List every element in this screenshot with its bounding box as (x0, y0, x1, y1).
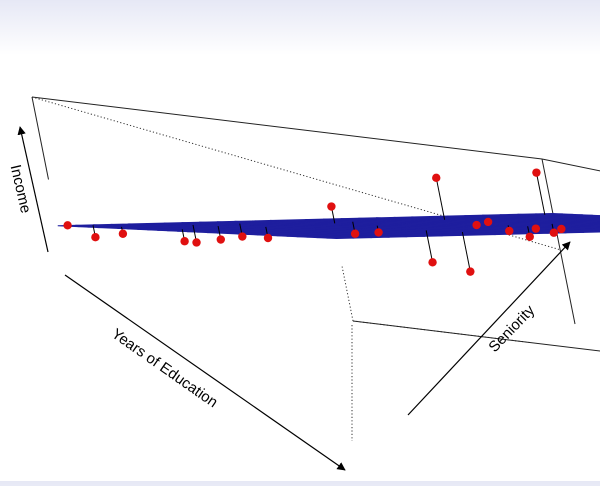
residual-line (536, 173, 544, 215)
data-point (180, 237, 188, 245)
data-point (532, 168, 540, 176)
data-point (432, 174, 440, 182)
box-edge-back-top-right (542, 159, 600, 218)
y-axis-arrow (408, 242, 570, 415)
data-point (192, 238, 200, 246)
axes: Years of Education Seniority Income (7, 127, 570, 470)
box-edge-hidden-2 (342, 267, 353, 321)
y-axis-label: Seniority (485, 302, 538, 356)
box-edge-back-vertical (542, 159, 575, 324)
data-point (428, 258, 436, 266)
regression-plane (58, 213, 600, 238)
residual-line (462, 232, 470, 272)
data-point (374, 228, 382, 236)
data-point (466, 267, 474, 275)
data-point (238, 232, 246, 240)
data-point (351, 230, 359, 238)
data-point (526, 233, 534, 241)
data-point (472, 221, 480, 229)
x-axis-label: Years of Education (108, 325, 220, 411)
residual-line (436, 178, 444, 220)
data-point (532, 224, 540, 232)
x-axis-arrow (65, 275, 345, 470)
data-point (264, 234, 272, 242)
data-point (484, 218, 492, 226)
data-point (217, 235, 225, 243)
box-edge-back-top-left (32, 97, 542, 159)
data-point (327, 202, 335, 210)
box-edge-front-left (32, 97, 49, 180)
box-front-edges (32, 97, 600, 441)
data-point (505, 227, 513, 235)
data-point (119, 230, 127, 238)
data-point (550, 229, 558, 237)
data-point (557, 225, 565, 233)
data-point (63, 221, 71, 229)
data-point (91, 233, 99, 241)
box-edge-front-bottom (353, 321, 600, 383)
